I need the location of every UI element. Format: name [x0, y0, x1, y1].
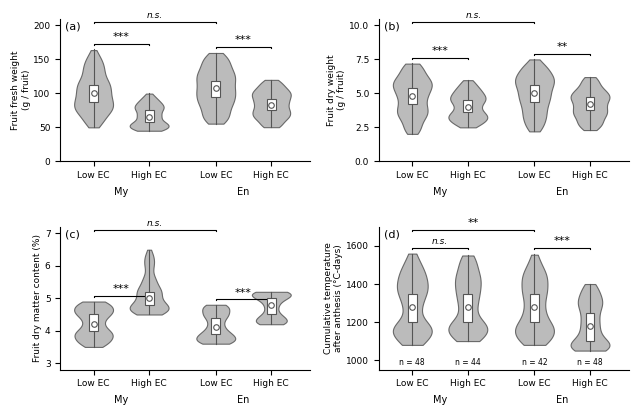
- Text: My: My: [114, 187, 129, 197]
- Bar: [89, 314, 98, 331]
- Text: n = 48: n = 48: [399, 358, 425, 367]
- Text: **: **: [557, 42, 568, 52]
- Text: (a): (a): [65, 22, 81, 32]
- Text: n.s.: n.s.: [147, 11, 163, 20]
- Bar: [463, 100, 472, 113]
- Y-axis label: Fruit fresh weight
(g / fruit): Fruit fresh weight (g / fruit): [11, 50, 31, 130]
- Y-axis label: Fruit dry weight
(g / fruit): Fruit dry weight (g / fruit): [327, 54, 346, 126]
- Text: ***: ***: [431, 46, 449, 56]
- Bar: [408, 294, 417, 322]
- Text: (d): (d): [384, 230, 400, 240]
- Text: (c): (c): [65, 230, 80, 240]
- Bar: [267, 99, 276, 111]
- Text: En: En: [237, 395, 250, 405]
- Text: My: My: [433, 187, 447, 197]
- Bar: [586, 98, 595, 110]
- Text: ***: ***: [113, 284, 130, 294]
- Text: n = 42: n = 42: [522, 358, 547, 367]
- Text: My: My: [433, 395, 447, 405]
- Text: ***: ***: [235, 35, 252, 45]
- Bar: [408, 88, 417, 104]
- Y-axis label: Cumulative temperature
after anthesis (°C-days): Cumulative temperature after anthesis (°…: [324, 242, 344, 354]
- Bar: [463, 294, 472, 322]
- Bar: [530, 294, 539, 322]
- Bar: [586, 313, 595, 341]
- Text: n = 44: n = 44: [455, 358, 481, 367]
- Text: ***: ***: [113, 32, 130, 42]
- Bar: [530, 85, 539, 101]
- Text: En: En: [237, 187, 250, 197]
- Bar: [211, 318, 220, 334]
- Text: ***: ***: [554, 236, 571, 246]
- Bar: [145, 111, 154, 122]
- Text: n.s.: n.s.: [432, 237, 448, 246]
- Y-axis label: Fruit dry matter content (%): Fruit dry matter content (%): [33, 234, 42, 362]
- Bar: [267, 298, 276, 314]
- Bar: [89, 85, 98, 101]
- Text: En: En: [556, 187, 568, 197]
- Text: n = 48: n = 48: [577, 358, 603, 367]
- Text: **: **: [468, 219, 479, 229]
- Text: ***: ***: [235, 288, 252, 298]
- Bar: [211, 81, 220, 97]
- Text: En: En: [556, 395, 568, 405]
- Text: (b): (b): [384, 22, 400, 32]
- Text: n.s.: n.s.: [465, 11, 481, 20]
- Bar: [145, 292, 154, 305]
- Text: My: My: [114, 395, 129, 405]
- Text: n.s.: n.s.: [147, 219, 163, 229]
